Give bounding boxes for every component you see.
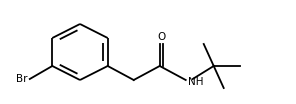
Text: Br: Br bbox=[16, 74, 28, 84]
Text: O: O bbox=[157, 32, 165, 42]
Text: NH: NH bbox=[188, 77, 203, 87]
